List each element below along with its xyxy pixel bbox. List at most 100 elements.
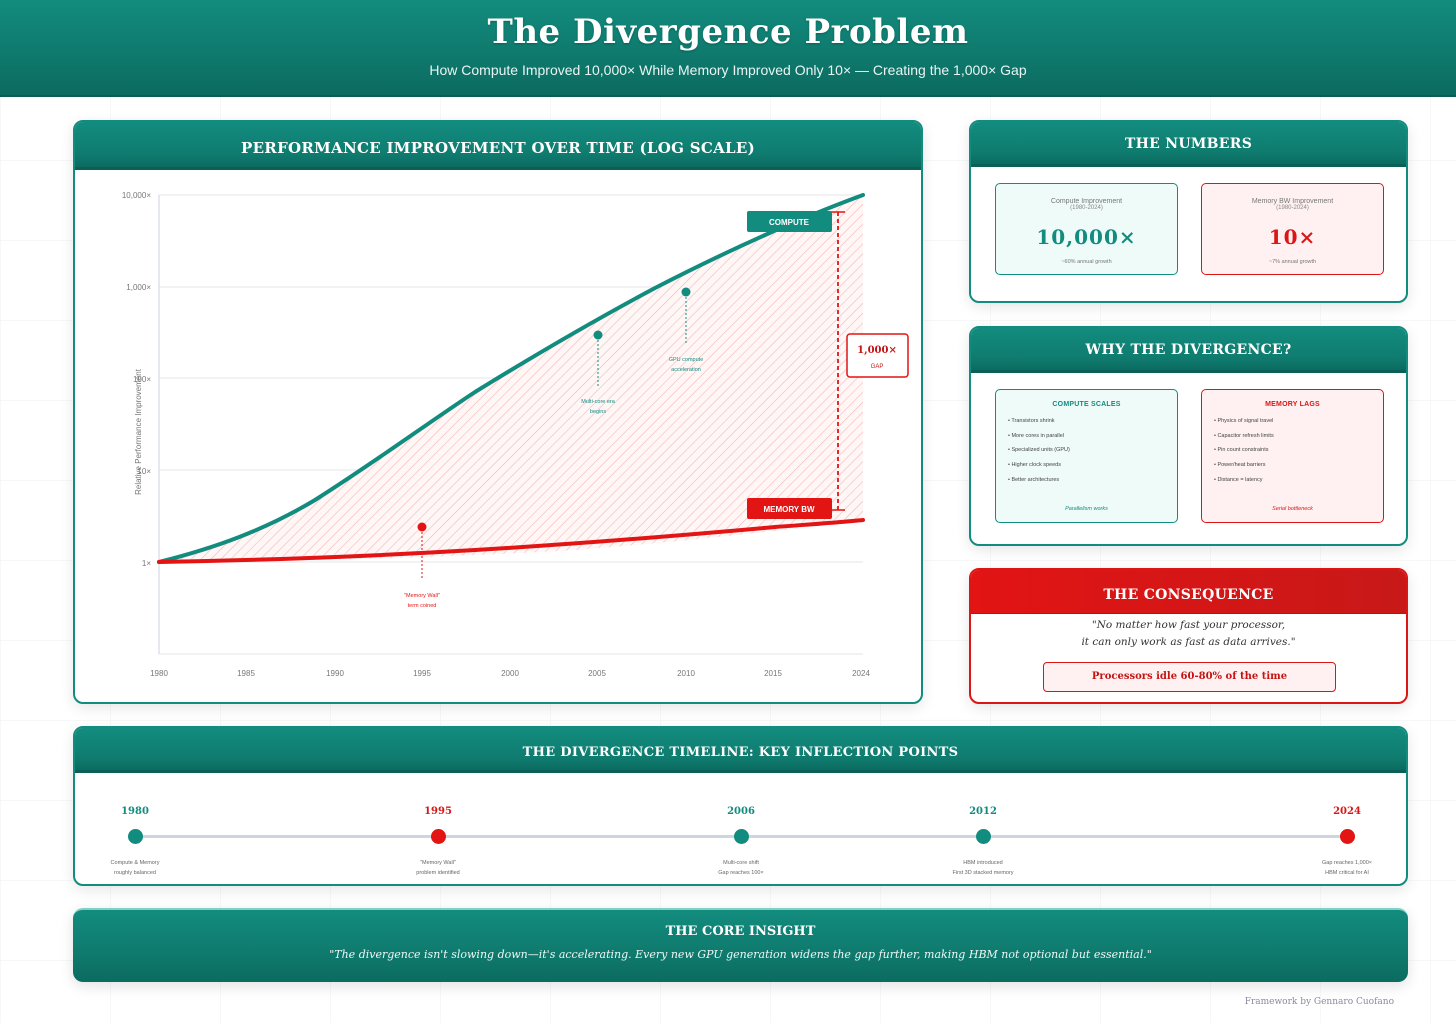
svg-text:1,000×: 1,000× bbox=[857, 345, 897, 356]
svg-text:100×: 100× bbox=[133, 375, 151, 384]
timeline-description: Gap reaches 1,000× HBM critical for AI bbox=[1322, 860, 1372, 876]
gap-callout: 1,000× GAP bbox=[846, 333, 909, 378]
svg-text:Multi-core era: Multi-core era bbox=[581, 399, 616, 405]
card-value: 10,000× bbox=[1036, 225, 1137, 249]
why-panel-title: WHY THE DIVERGENCE? bbox=[971, 328, 1406, 373]
chart-panel: PERFORMANCE IMPROVEMENT OVER TIME (LOG S… bbox=[73, 120, 923, 704]
page-header: The Divergence Problem How Compute Impro… bbox=[0, 0, 1456, 97]
core-insight-panel: THE CORE INSIGHT "The divergence isn't s… bbox=[73, 908, 1408, 982]
timeline-item-1980: 1980 Compute & Memory roughly balanced bbox=[75, 728, 205, 884]
annotation-memory-wall: "Memory Wall" term coined bbox=[404, 522, 440, 609]
memory-reasons-list: • Physics of signal travel • Capacitor r… bbox=[1214, 418, 1383, 491]
core-insight-title: THE CORE INSIGHT bbox=[665, 924, 816, 939]
card-growth: ~60% annual growth bbox=[1061, 259, 1112, 265]
chart-panel-title: PERFORMANCE IMPROVEMENT OVER TIME (LOG S… bbox=[75, 122, 921, 170]
card-period: (1980-2024) bbox=[1276, 205, 1309, 211]
performance-chart: 10,000× 1,000× 100× 10× 1× Relative Perf… bbox=[122, 191, 909, 678]
timeline-dot bbox=[431, 829, 446, 844]
compute-reasons-list: • Transistors shrink • More cores in par… bbox=[1008, 418, 1177, 491]
page-title: The Divergence Problem bbox=[487, 12, 969, 52]
timeline-item-1995: 1995 "Memory Wall" problem identified bbox=[368, 728, 508, 884]
compute-footer: Parallelism works bbox=[1065, 506, 1108, 512]
memory-series-label: MEMORY BW bbox=[747, 498, 832, 519]
svg-text:2010: 2010 bbox=[677, 669, 695, 678]
annotation-gpu-compute: GPU compute acceleration bbox=[669, 287, 704, 373]
timeline-item-2012: 2012 HBM introduced First 3D stacked memo… bbox=[913, 728, 1053, 884]
memory-lags-card: MEMORY LAGS • Physics of signal travel •… bbox=[1201, 389, 1384, 523]
timeline-description: HBM introduced First 3D stacked memory bbox=[952, 860, 1014, 876]
list-item: • Higher clock speeds bbox=[1008, 462, 1061, 469]
x-tick-labels: 1980 1985 1990 1995 2000 2005 2010 2015 … bbox=[150, 669, 870, 678]
compute-scales-title: COMPUTE SCALES bbox=[1052, 401, 1121, 408]
y-axis-label: Relative Performance Improvement bbox=[134, 368, 143, 495]
memory-footer: Serial bottleneck bbox=[1272, 506, 1313, 512]
card-label: Memory BW Improvement bbox=[1251, 198, 1334, 205]
card-value: 10× bbox=[1268, 225, 1317, 249]
card-label: Compute Improvement bbox=[1050, 198, 1123, 205]
svg-text:GPU compute: GPU compute bbox=[669, 357, 704, 363]
svg-text:10×: 10× bbox=[137, 467, 151, 476]
list-item: • Specialized units (GPU) bbox=[1008, 447, 1070, 454]
gap-shaded-area bbox=[159, 195, 863, 562]
svg-text:1985: 1985 bbox=[237, 669, 255, 678]
timeline-dot bbox=[976, 829, 991, 844]
quote-line: "No matter how fast your processor, bbox=[1091, 619, 1286, 631]
list-item: • Pin count constraints bbox=[1214, 447, 1269, 454]
svg-text:1980: 1980 bbox=[150, 669, 168, 678]
numbers-panel: THE NUMBERS Compute Improvement (1980-20… bbox=[969, 120, 1408, 303]
svg-text:1×: 1× bbox=[142, 559, 151, 568]
annotation-multi-core: Multi-core era begins bbox=[581, 330, 616, 415]
timeline-dot bbox=[128, 829, 143, 844]
core-insight-text: "The divergence isn't slowing down—it's … bbox=[329, 948, 1152, 961]
compute-improvement-card: Compute Improvement (1980-2024) 10,000× … bbox=[995, 183, 1178, 275]
memory-bw-line bbox=[157, 518, 865, 564]
list-item: • Power/heat barriers bbox=[1214, 462, 1266, 469]
list-item: • Physics of signal travel bbox=[1214, 418, 1274, 424]
consequence-panel: THE CONSEQUENCE "No matter how fast your… bbox=[969, 568, 1408, 704]
svg-text:2005: 2005 bbox=[588, 669, 606, 678]
timeline-item-2024: 2024 Gap reaches 1,000× HBM critical for … bbox=[1277, 728, 1406, 884]
y-tick-labels: 10,000× 1,000× 100× 10× 1× bbox=[122, 191, 151, 568]
svg-text:"Memory Wall": "Memory Wall" bbox=[404, 593, 440, 599]
idle-time-callout: Processors idle 60-80% of the time bbox=[1043, 662, 1336, 692]
svg-text:2024: 2024 bbox=[852, 669, 870, 678]
svg-text:2015: 2015 bbox=[764, 669, 782, 678]
list-item: • Distance = latency bbox=[1214, 476, 1263, 483]
svg-text:COMPUTE: COMPUTE bbox=[769, 218, 810, 227]
svg-text:1,000×: 1,000× bbox=[126, 283, 151, 292]
svg-text:MEMORY BW: MEMORY BW bbox=[763, 505, 815, 514]
list-item: • More cores in parallel bbox=[1008, 432, 1065, 439]
timeline-description: Compute & Memory roughly balanced bbox=[110, 860, 160, 876]
timeline-description: "Memory Wall" problem identified bbox=[416, 860, 460, 876]
svg-text:10,000×: 10,000× bbox=[122, 191, 151, 200]
timeline-dot bbox=[1340, 829, 1355, 844]
svg-text:begins: begins bbox=[590, 409, 606, 415]
svg-text:acceleration: acceleration bbox=[671, 367, 701, 373]
why-divergence-panel: WHY THE DIVERGENCE? COMPUTE SCALES • Tra… bbox=[969, 326, 1408, 546]
list-item: • Transistors shrink bbox=[1008, 418, 1055, 424]
gap-bracket bbox=[831, 211, 845, 511]
list-item: • Better architectures bbox=[1008, 476, 1060, 483]
timeline-panel-title: THE DIVERGENCE TIMELINE: KEY INFLECTION … bbox=[75, 728, 1406, 773]
timeline-description: Multi-core shift Gap reaches 100× bbox=[718, 860, 764, 876]
svg-text:1990: 1990 bbox=[326, 669, 344, 678]
svg-text:2000: 2000 bbox=[501, 669, 519, 678]
credit-footer: Framework by Gennaro Cuofano bbox=[1244, 997, 1394, 1007]
consequence-quote: "No matter how fast your processor, it c… bbox=[971, 617, 1406, 651]
memory-lags-title: MEMORY LAGS bbox=[1265, 401, 1320, 408]
page-subtitle: How Compute Improved 10,000× While Memor… bbox=[429, 62, 1027, 78]
timeline-panel: THE DIVERGENCE TIMELINE: KEY INFLECTION … bbox=[73, 726, 1408, 886]
timeline-year: 1995 bbox=[424, 806, 452, 817]
card-growth: ~7% annual growth bbox=[1268, 259, 1317, 265]
list-item: • Capacitor refresh limits bbox=[1214, 432, 1274, 439]
timeline-item-2006: 2006 Multi-core shift Gap reaches 100× bbox=[671, 728, 811, 884]
timeline-year: 1980 bbox=[121, 806, 149, 817]
timeline-year: 2024 bbox=[1333, 806, 1361, 817]
card-period: (1980-2024) bbox=[1070, 205, 1103, 211]
memory-improvement-card: Memory BW Improvement (1980-2024) 10× ~7… bbox=[1201, 183, 1384, 275]
svg-text:term coined: term coined bbox=[408, 603, 437, 609]
compute-series-label: COMPUTE bbox=[747, 211, 832, 232]
compute-scales-card: COMPUTE SCALES • Transistors shrink • Mo… bbox=[995, 389, 1178, 523]
timeline-year: 2006 bbox=[727, 806, 755, 817]
quote-line: it can only work as fast as data arrives… bbox=[1081, 636, 1296, 648]
